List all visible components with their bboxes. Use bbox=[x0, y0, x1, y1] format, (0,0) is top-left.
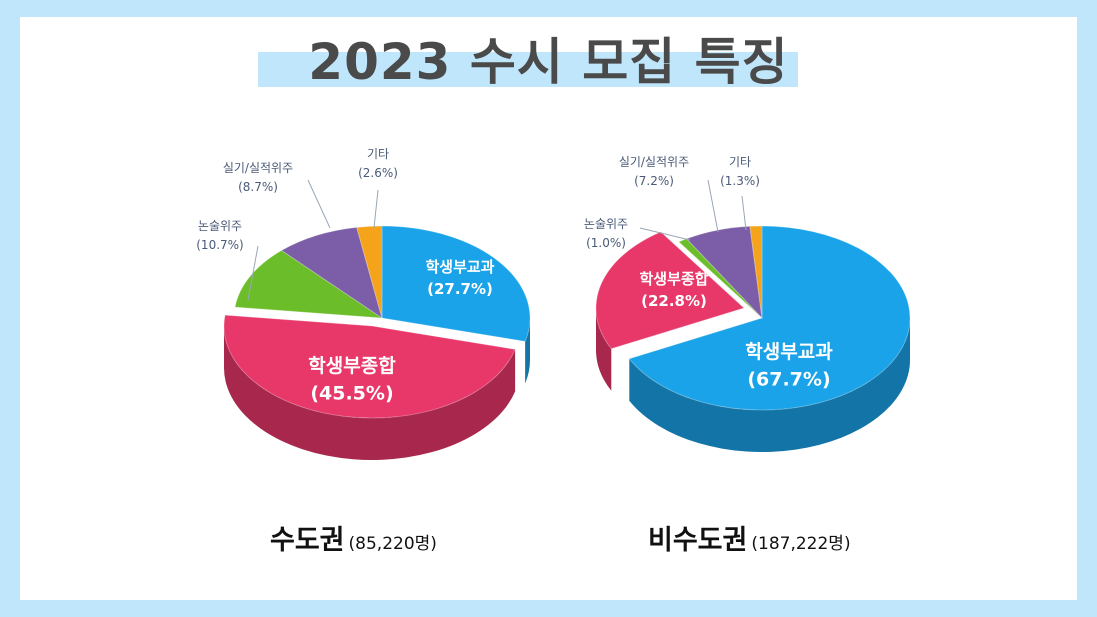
slice-name-label: 기타 bbox=[367, 147, 389, 161]
slice-name-label: 기타 bbox=[729, 155, 751, 169]
slice-value-label: (27.7%) bbox=[427, 280, 493, 298]
pie-slice-student-record-comprehensive bbox=[223, 314, 516, 419]
slice-value-label: (45.5%) bbox=[310, 383, 393, 405]
page-title: 2023 수시 모집 특징 bbox=[308, 33, 789, 91]
pie-slice-other bbox=[749, 225, 763, 319]
pie-slice-student-record-comprehensive bbox=[595, 231, 745, 350]
slice-value-label: (22.8%) bbox=[641, 292, 707, 310]
slice-value-label: (8.7%) bbox=[238, 180, 278, 194]
caption-metro: 수도권 (85,220명) bbox=[270, 518, 437, 557]
caption-metro-title: 수도권 bbox=[270, 525, 345, 556]
leader-line-essay bbox=[639, 227, 691, 241]
slice-name-label: 학생부종합 bbox=[639, 270, 708, 288]
caption-non-metro-title: 비수도권 bbox=[648, 525, 748, 556]
slice-name-label: 실기/실적위주 bbox=[619, 155, 689, 169]
pie-slice-side-student-record-comprehensive bbox=[224, 326, 516, 461]
slice-name-label: 논술위주 bbox=[584, 217, 628, 231]
pie-slice-side-student-record-subject bbox=[629, 318, 910, 453]
leader-line-other bbox=[741, 195, 747, 231]
leader-line-essay bbox=[247, 245, 259, 301]
leader-line-practical bbox=[707, 179, 719, 233]
slice-value-label: (1.0%) bbox=[586, 236, 626, 250]
pie-slice-practical bbox=[280, 226, 383, 320]
slice-value-label: (67.7%) bbox=[747, 369, 830, 391]
title-container: 2023 수시 모집 특징 bbox=[0, 22, 1097, 94]
slice-name-label: 실기/실적위주 bbox=[223, 161, 293, 175]
slice-value-label: (7.2%) bbox=[634, 174, 674, 188]
title-highlight bbox=[258, 52, 798, 87]
leader-line-practical bbox=[307, 179, 331, 229]
pie-slice-student-record-subject bbox=[628, 225, 911, 411]
slice-name-label: 학생부종합 bbox=[308, 355, 396, 377]
slice-value-label: (1.3%) bbox=[720, 174, 760, 188]
slice-name-label: 학생부교과 bbox=[425, 258, 494, 276]
slice-value-label: (2.6%) bbox=[358, 166, 398, 180]
caption-metro-count: (85,220명) bbox=[348, 534, 437, 554]
leader-line-other bbox=[373, 189, 379, 229]
pie-slice-student-record-subject bbox=[381, 225, 531, 342]
caption-non-metro: 비수도권 (187,222명) bbox=[648, 518, 851, 557]
slice-value-label: (10.7%) bbox=[196, 238, 243, 252]
pie-chart-metro: 학생부교과 (27.7%) 학생부종합 (45.5%) 논술위주 (10.7%) 실기/실적… bbox=[196, 147, 531, 461]
caption-non-metro-count: (187,222명) bbox=[751, 534, 851, 554]
pie-slice-side-student-record-subject bbox=[525, 318, 530, 384]
pie-chart-non-metro: 학생부교과 (67.7%) 학생부종합 (22.8%) 논술위주 (1.0%) 실기/실적위… bbox=[584, 155, 911, 453]
slice-name-label: 학생부교과 bbox=[745, 341, 833, 363]
pie-slice-other bbox=[356, 225, 383, 319]
slice-name-label: 논술위주 bbox=[198, 219, 242, 233]
pie-slice-essay bbox=[234, 249, 384, 319]
pie-slice-side-student-record-comprehensive bbox=[596, 308, 612, 391]
